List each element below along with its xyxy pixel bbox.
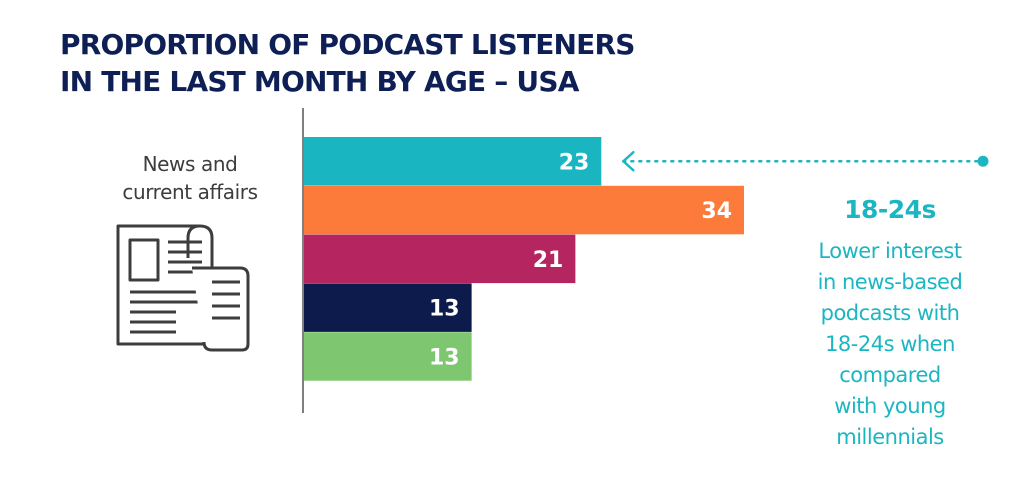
category-label-line-1: News and xyxy=(142,152,238,176)
bar-5-value-label: 13 xyxy=(429,345,460,370)
title-line-1: PROPORTION OF PODCAST LISTENERS xyxy=(60,28,635,61)
bar-5 xyxy=(304,332,472,381)
bar-3 xyxy=(304,234,576,284)
bar-4 xyxy=(304,283,472,332)
annotation-heading: 18-24s xyxy=(844,195,936,224)
category-label: News and current affairs xyxy=(95,150,285,206)
bar-2-value-label: 34 xyxy=(701,199,732,224)
page-title: PROPORTION OF PODCAST LISTENERS IN THE L… xyxy=(60,26,635,100)
annotation-body: Lower interest in news-based podcasts wi… xyxy=(780,236,1000,453)
bar-3-value-label: 21 xyxy=(533,248,564,273)
annotation-line: 18-24s when xyxy=(825,332,955,356)
annotation-dot xyxy=(977,155,989,167)
bar-4-value-label: 13 xyxy=(429,297,460,322)
bar-1-value-label: 23 xyxy=(559,150,590,175)
annotation-line: in news-based xyxy=(817,270,963,294)
annotation-line: compared xyxy=(839,363,941,387)
annotation-line: with young xyxy=(834,394,946,418)
bar-1 xyxy=(304,137,602,186)
title-line-2: IN THE LAST MONTH BY AGE – USA xyxy=(60,65,579,98)
annotation-line: millennials xyxy=(836,425,944,449)
annotation-line: podcasts with xyxy=(820,301,960,325)
annotation-arrowhead xyxy=(622,151,635,172)
bar-2 xyxy=(304,185,744,235)
category-label-line-2: current affairs xyxy=(122,180,258,204)
annotation-line: Lower interest xyxy=(818,239,962,263)
newspaper-icon xyxy=(116,224,250,352)
